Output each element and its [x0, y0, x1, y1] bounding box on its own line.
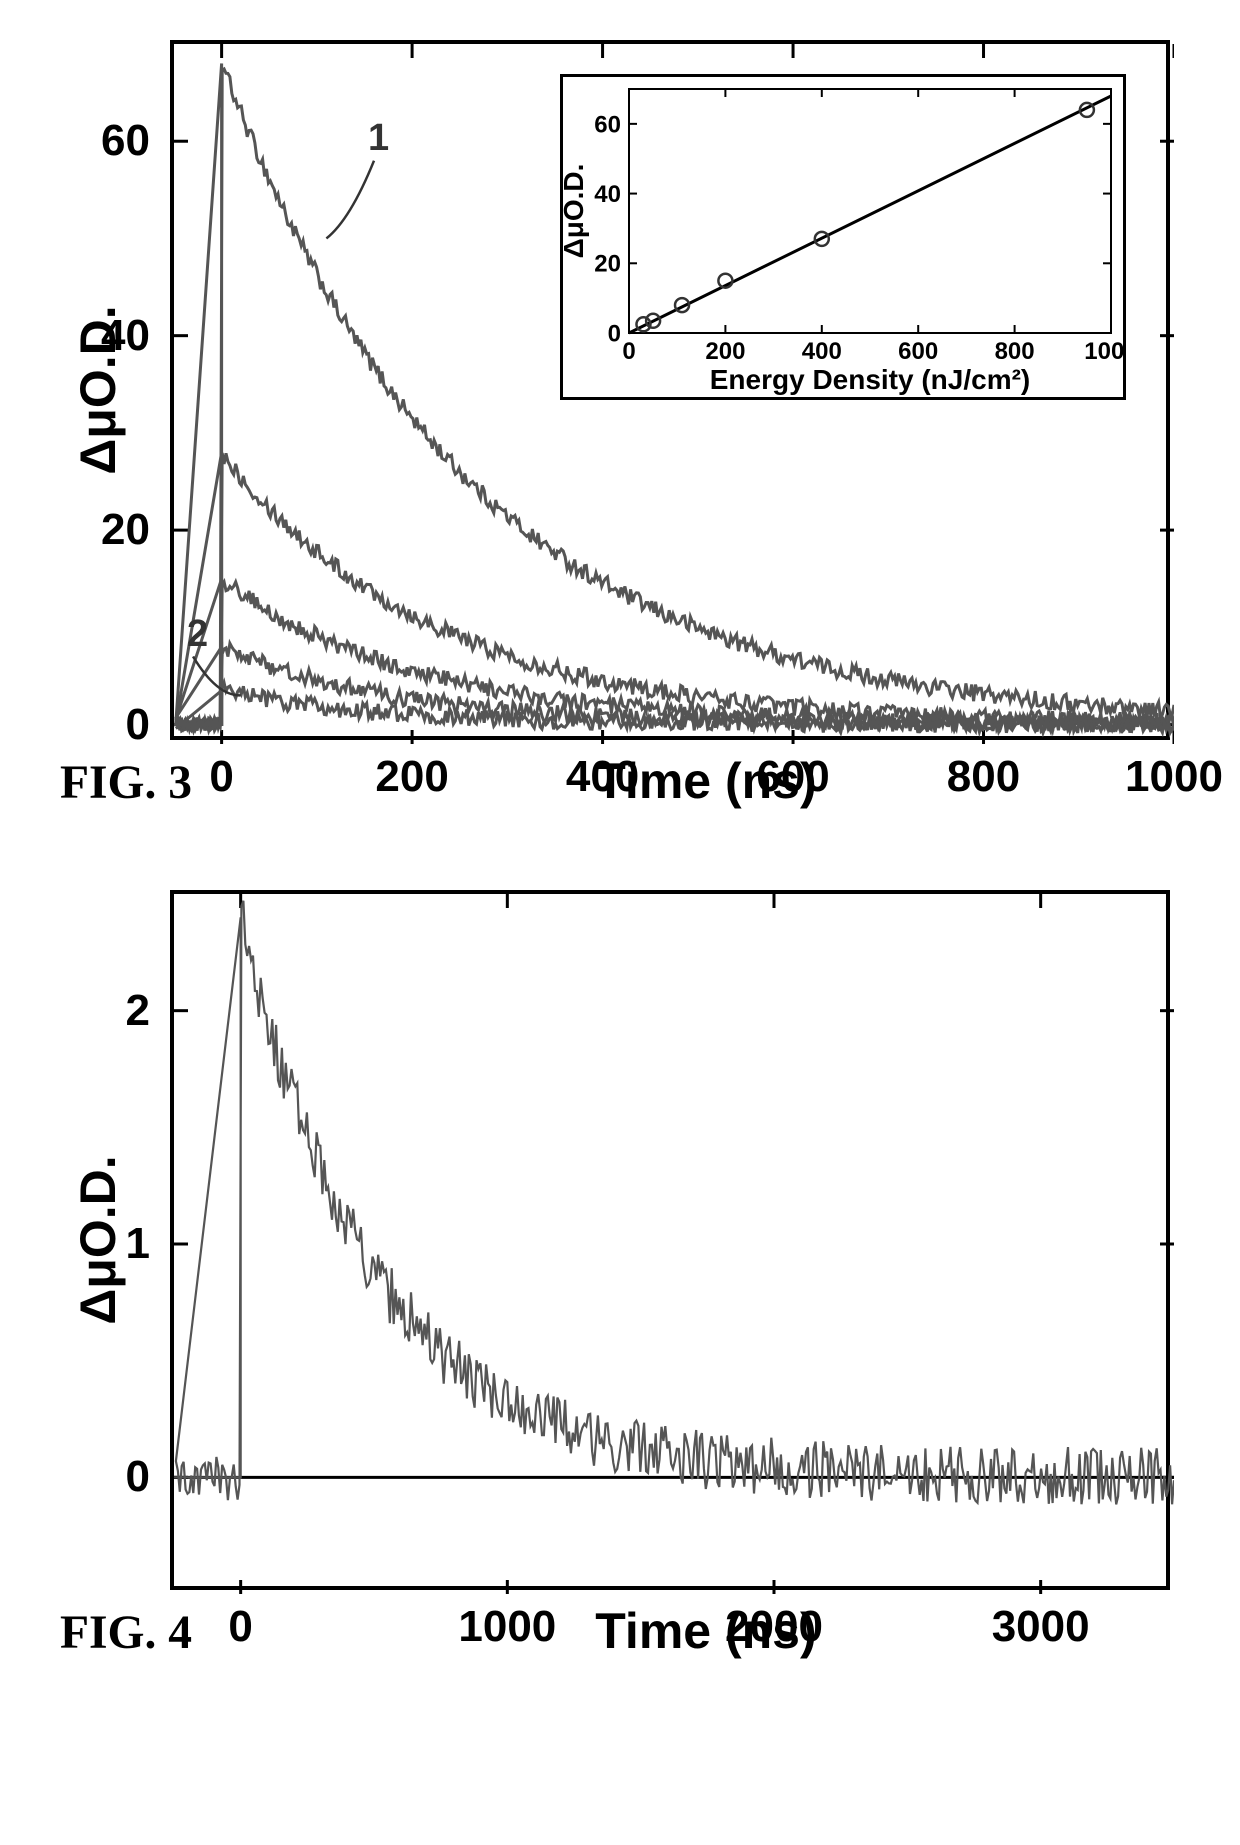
svg-text:40: 40 — [594, 181, 621, 208]
figure-4: ΔμO.D. 0100020003000012 FIG. 4 Time (ns) — [20, 890, 1220, 1660]
trace-annotation: 1 — [368, 117, 389, 160]
svg-text:0: 0 — [622, 338, 635, 365]
svg-text:800: 800 — [995, 338, 1035, 365]
trace-annotation: 2 — [187, 613, 208, 656]
ytick-label: 1 — [126, 1219, 150, 1269]
xtick-label: 3000 — [992, 1602, 1090, 1652]
xtick-label: 600 — [756, 752, 829, 802]
ytick-label: 40 — [101, 311, 150, 361]
ytick-label: 2 — [126, 986, 150, 1036]
fig3-inset-chart: 0 200 400 600 800 1000 0 20 40 60 Energy Density (… — [560, 74, 1126, 400]
fig4-caption: FIG. 4 — [60, 1606, 192, 1660]
svg-text:200: 200 — [705, 338, 745, 365]
xtick-label: 1000 — [458, 1602, 556, 1652]
xtick-label: 2000 — [725, 1602, 823, 1652]
xtick-label: 0 — [209, 752, 233, 802]
xtick-label: 800 — [947, 752, 1020, 802]
fig4-svg — [174, 894, 1174, 1594]
fig4-chart-area: ΔμO.D. 0100020003000012 — [170, 890, 1170, 1590]
fig3-inset-svg: 0 200 400 600 800 1000 0 20 40 60 Energy Density (… — [563, 77, 1123, 397]
svg-text:600: 600 — [898, 338, 938, 365]
fig4-ylabel: ΔμO.D. — [69, 1155, 127, 1324]
fig3-chart-area: ΔμO.D. 0 200 400 600 800 1000 0 20 40 60 Energy De… — [170, 40, 1170, 740]
xtick-label: 400 — [566, 752, 639, 802]
svg-text:Energy Density (nJ/cm²): Energy Density (nJ/cm²) — [710, 364, 1031, 395]
fig3-caption: FIG. 3 — [60, 756, 192, 810]
fig3-xlabel: Time (ns) — [192, 752, 1220, 810]
svg-text:0: 0 — [608, 320, 621, 347]
ytick-label: 20 — [101, 505, 150, 555]
ytick-label: 0 — [126, 700, 150, 750]
xtick-label: 1000 — [1125, 752, 1223, 802]
ytick-label: 0 — [126, 1452, 150, 1502]
svg-text:1000: 1000 — [1084, 338, 1123, 365]
xtick-label: 0 — [228, 1602, 252, 1652]
svg-text:400: 400 — [802, 338, 842, 365]
figure-3: ΔμO.D. 020040060080010000204060Energy De… — [20, 40, 1220, 810]
svg-text:ΔμO.D.: ΔμO.D. — [563, 164, 589, 259]
svg-text:60: 60 — [594, 111, 621, 138]
ytick-label: 60 — [101, 116, 150, 166]
xtick-label: 200 — [375, 752, 448, 802]
svg-text:20: 20 — [594, 251, 621, 278]
